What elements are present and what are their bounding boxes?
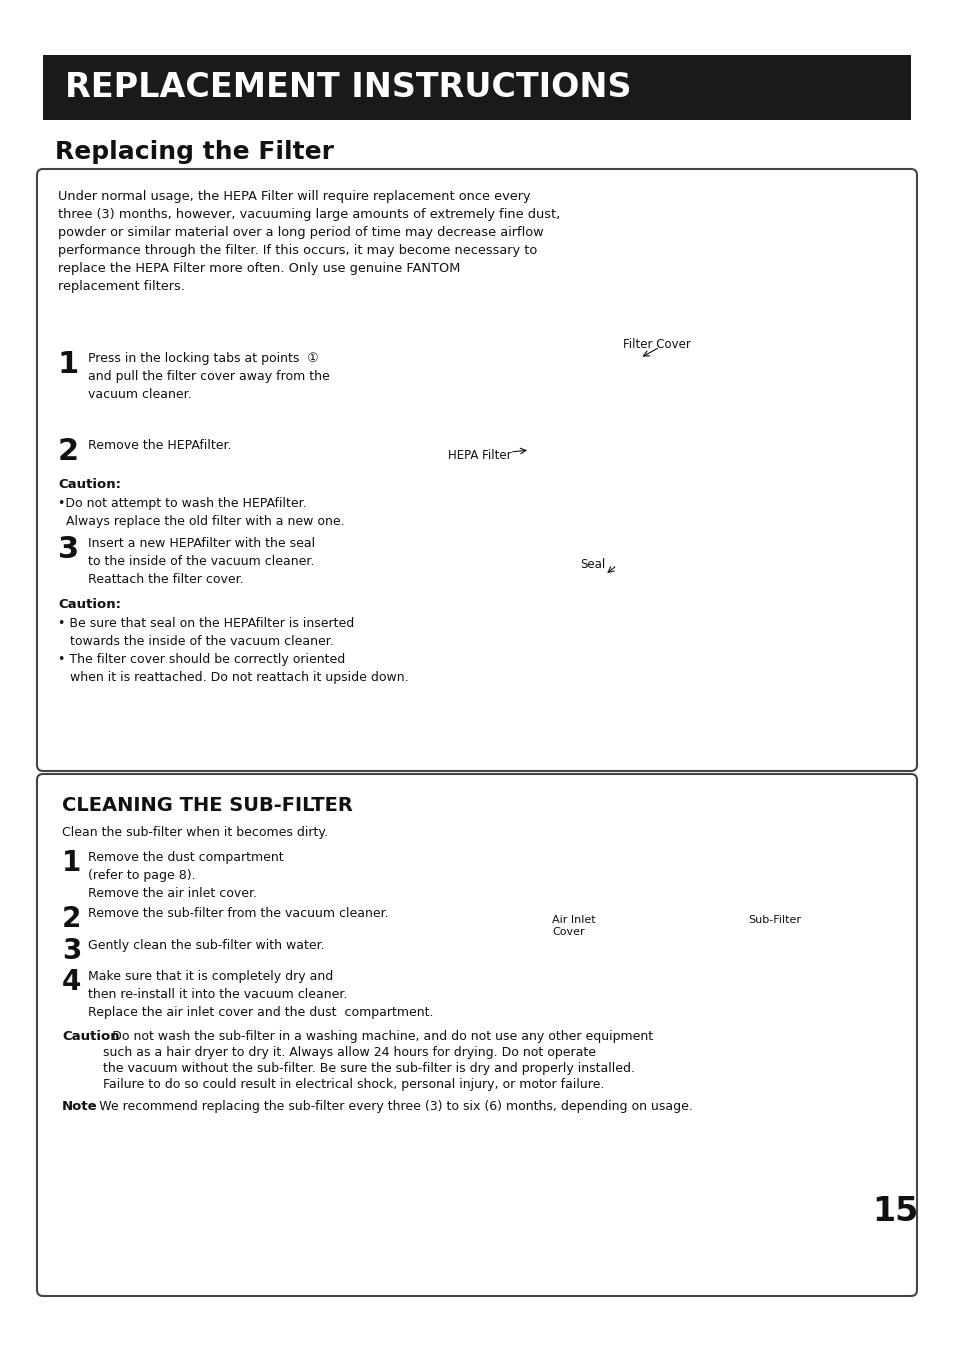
Text: Insert a new HEPAfilter with the seal
to the inside of the vacuum cleaner.
Reatt: Insert a new HEPAfilter with the seal to… bbox=[88, 537, 314, 586]
Text: 3: 3 bbox=[58, 535, 79, 563]
Text: 15: 15 bbox=[871, 1194, 917, 1228]
Text: Filter Cover: Filter Cover bbox=[622, 338, 690, 350]
Text: Under normal usage, the HEPA Filter will require replacement once every
three (3: Under normal usage, the HEPA Filter will… bbox=[58, 190, 559, 293]
Text: Make sure that it is completely dry and
then re-install it into the vacuum clean: Make sure that it is completely dry and … bbox=[88, 971, 433, 1019]
Text: 2: 2 bbox=[62, 905, 81, 933]
Text: Replacing the Filter: Replacing the Filter bbox=[55, 140, 334, 164]
Text: Gently clean the sub-filter with water.: Gently clean the sub-filter with water. bbox=[88, 940, 324, 952]
Text: HEPA Filter: HEPA Filter bbox=[448, 449, 511, 462]
Text: Failure to do so could result in electrical shock, personal injury, or motor fai: Failure to do so could result in electri… bbox=[103, 1078, 604, 1091]
Text: 2: 2 bbox=[58, 437, 79, 466]
Text: such as a hair dryer to dry it. Always allow 24 hours for drying. Do not operate: such as a hair dryer to dry it. Always a… bbox=[103, 1046, 596, 1060]
Text: : We recommend replacing the sub-filter every three (3) to six (6) months, depen: : We recommend replacing the sub-filter … bbox=[91, 1100, 692, 1113]
Text: the vacuum without the sub-filter. Be sure the sub-filter is dry and properly in: the vacuum without the sub-filter. Be su… bbox=[103, 1062, 635, 1074]
Text: •Do not attempt to wash the HEPAfilter.
  Always replace the old filter with a n: •Do not attempt to wash the HEPAfilter. … bbox=[58, 497, 344, 528]
Text: CLEANING THE SUB-FILTER: CLEANING THE SUB-FILTER bbox=[62, 797, 353, 816]
Bar bbox=[43, 55, 910, 120]
FancyBboxPatch shape bbox=[37, 168, 916, 771]
Text: 1: 1 bbox=[62, 849, 81, 878]
Text: Seal: Seal bbox=[579, 558, 604, 572]
Text: Note: Note bbox=[62, 1100, 97, 1113]
FancyBboxPatch shape bbox=[37, 774, 916, 1295]
Text: Air Inlet
Cover: Air Inlet Cover bbox=[552, 915, 595, 937]
Text: Press in the locking tabs at points  ①
and pull the filter cover away from the
v: Press in the locking tabs at points ① an… bbox=[88, 352, 330, 400]
Text: Remove the HEPAfilter.: Remove the HEPAfilter. bbox=[88, 439, 232, 452]
Text: Caution:: Caution: bbox=[58, 599, 121, 611]
Text: 1: 1 bbox=[58, 350, 79, 379]
Text: Sub-Filter: Sub-Filter bbox=[747, 915, 801, 925]
Text: REPLACEMENT INSTRUCTIONS: REPLACEMENT INSTRUCTIONS bbox=[65, 71, 631, 104]
Text: Caution:: Caution: bbox=[58, 479, 121, 491]
Text: Remove the sub-filter from the vacuum cleaner.: Remove the sub-filter from the vacuum cl… bbox=[88, 907, 388, 919]
Text: • Be sure that seal on the HEPAfilter is inserted
   towards the inside of the v: • Be sure that seal on the HEPAfilter is… bbox=[58, 617, 408, 683]
Text: 3: 3 bbox=[62, 937, 81, 965]
Text: : Do not wash the sub-filter in a washing machine, and do not use any other equi: : Do not wash the sub-filter in a washin… bbox=[104, 1030, 653, 1043]
Text: Caution: Caution bbox=[62, 1030, 119, 1043]
Text: Remove the dust compartment
(refer to page 8).
Remove the air inlet cover.: Remove the dust compartment (refer to pa… bbox=[88, 851, 283, 900]
Text: Clean the sub-filter when it becomes dirty.: Clean the sub-filter when it becomes dir… bbox=[62, 826, 328, 838]
Text: 4: 4 bbox=[62, 968, 81, 996]
